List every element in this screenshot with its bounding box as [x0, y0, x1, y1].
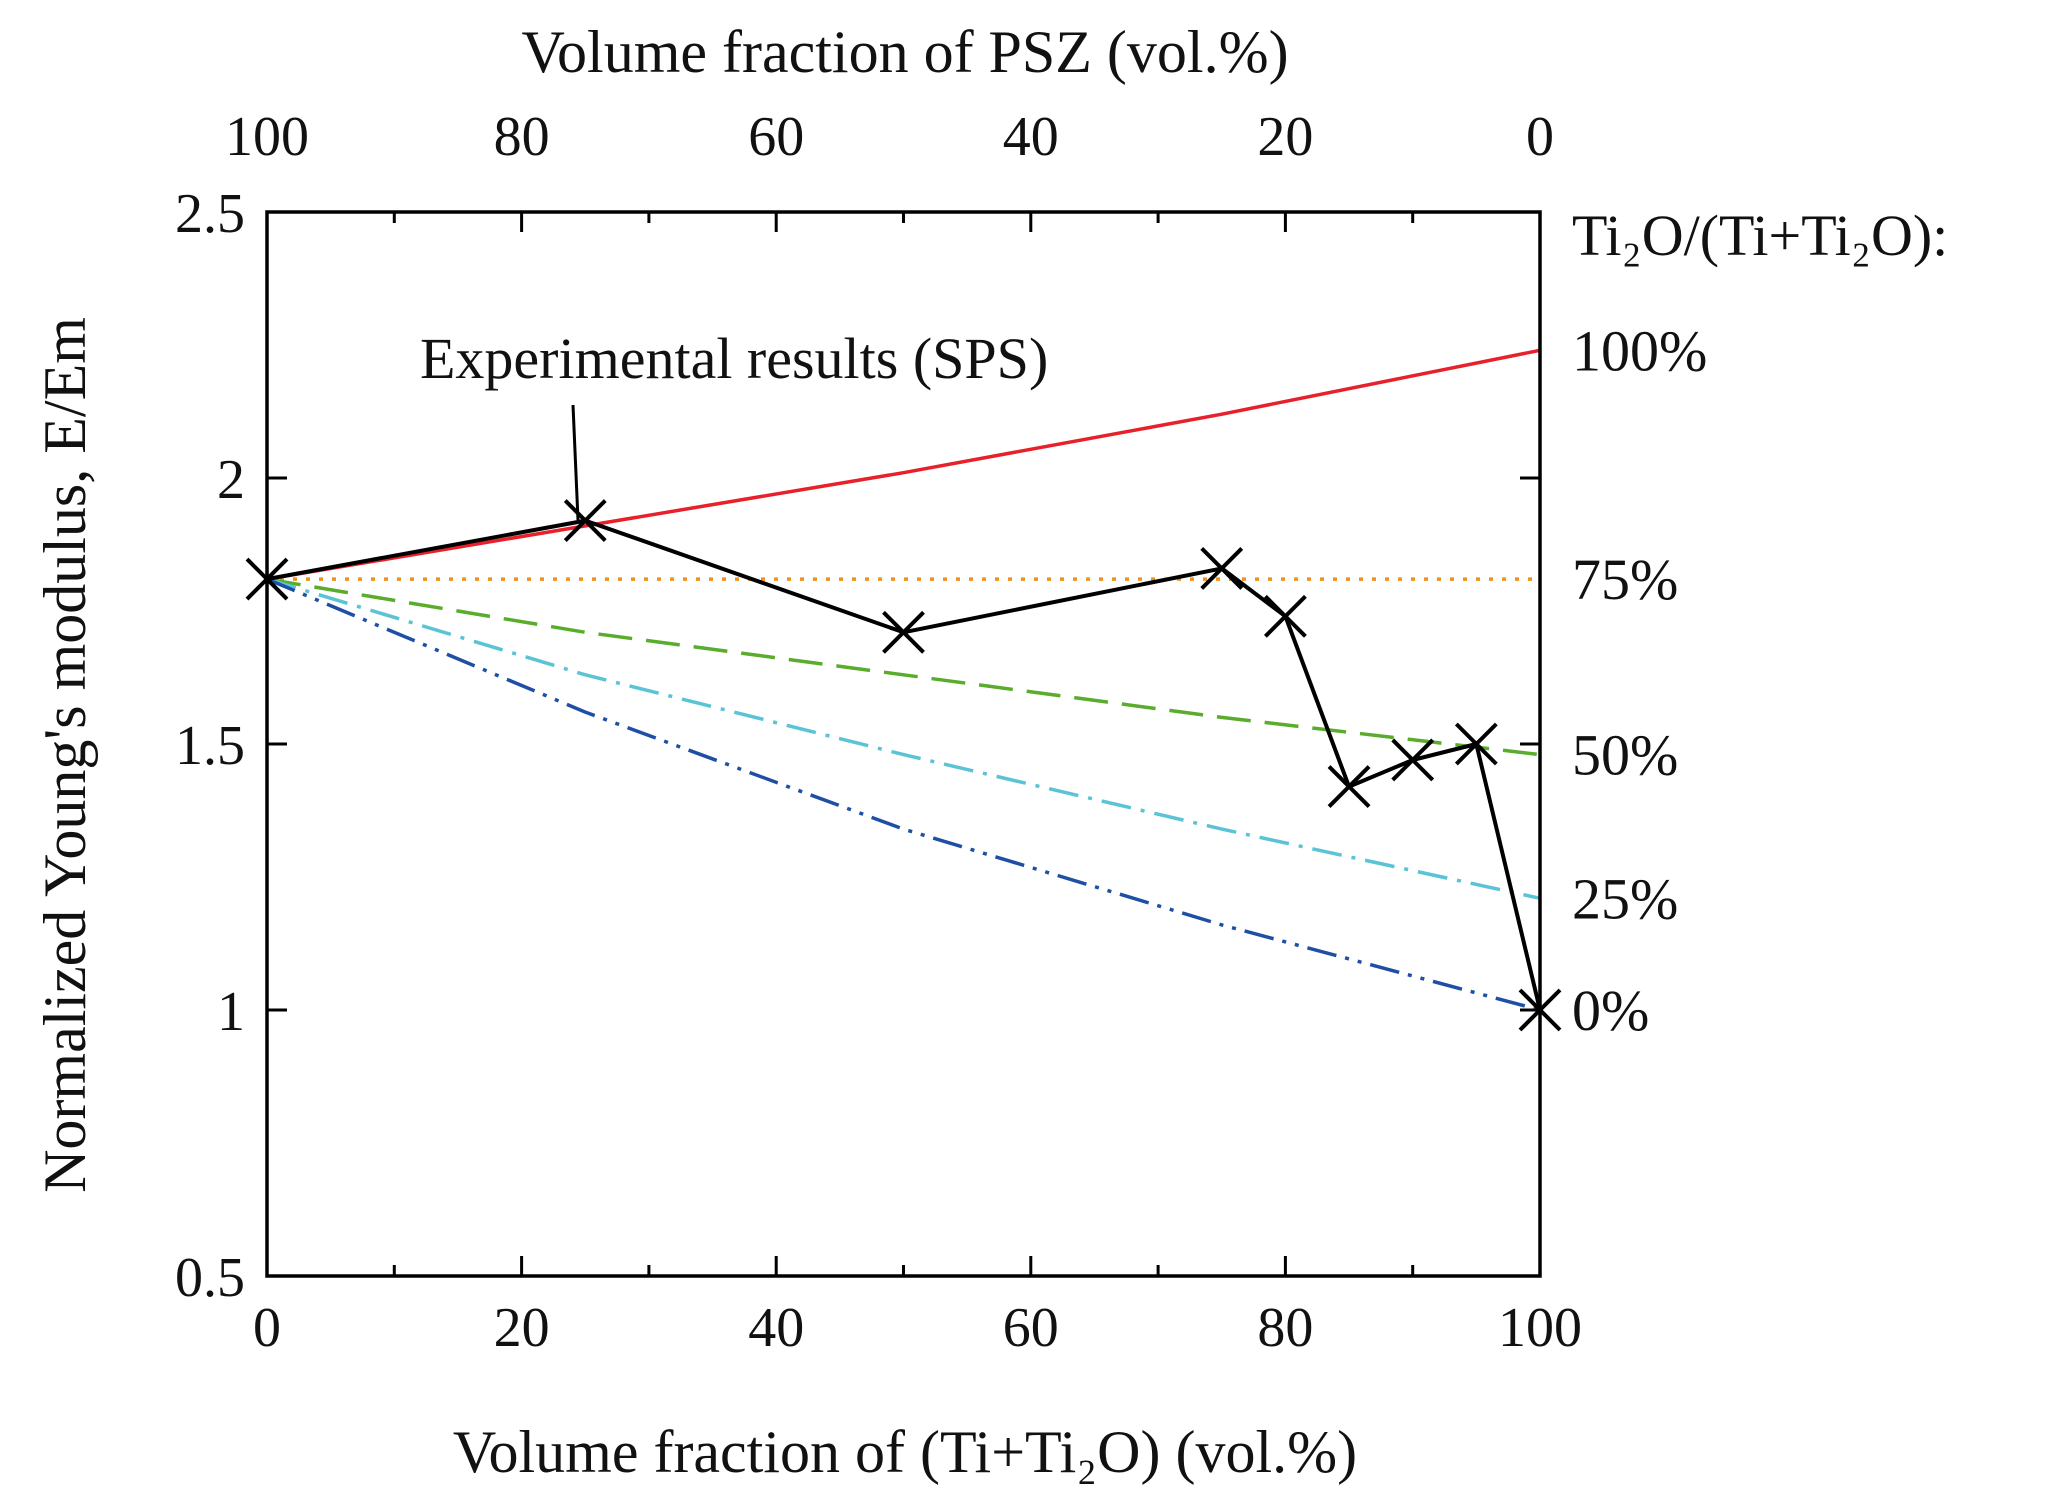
axes-layer	[265, 210, 1542, 1278]
x-tick-label: 80	[1257, 1297, 1313, 1359]
series-line-50pct	[266, 577, 1541, 757]
series-line-100pct	[266, 348, 1541, 581]
x2-tick-label: 100	[225, 106, 309, 168]
y-tick-label: 2	[217, 449, 245, 511]
data-point-marker	[563, 499, 607, 542]
ratio-label-50pct: 50%	[1572, 723, 1678, 788]
data-point-marker	[1454, 722, 1498, 766]
ratio-label-100pct: 100%	[1572, 318, 1707, 383]
y-tick-label: 0.5	[175, 1247, 245, 1309]
x2-tick-label: 40	[1003, 106, 1059, 168]
series-line-25pct	[266, 577, 1541, 901]
bottom-axis-title: Volume fraction of (Ti+Ti₂O) (vol.%)	[453, 1419, 1357, 1485]
label-layer: Volume fraction of PSZ (vol.%) Volume fr…	[32, 19, 1948, 1485]
x-tick-label: 100	[1498, 1297, 1582, 1359]
data-point-marker	[1327, 765, 1371, 808]
y-tick-label: 1.5	[175, 715, 245, 777]
y-tick-label: 1	[217, 981, 245, 1043]
x2-tick-label: 0	[1526, 106, 1554, 168]
x-tick-label: 60	[1003, 1297, 1059, 1359]
data-point-marker	[882, 610, 925, 654]
x2-tick-label: 60	[748, 106, 804, 168]
experimental-annotation: Experimental results (SPS)	[420, 326, 1048, 391]
series-line-0pct	[266, 577, 1541, 1012]
x-tick-label: 20	[494, 1297, 550, 1359]
top-axis-title: Volume fraction of PSZ (vol.%)	[521, 19, 1288, 85]
x-tick-label: 40	[748, 1297, 804, 1359]
x2-tick-label: 20	[1257, 106, 1313, 168]
data-point-marker	[1391, 738, 1435, 782]
y-axis-title: Normalized Young's modulus, E/Em	[32, 317, 98, 1193]
marker-layer	[245, 499, 1562, 1032]
ratio-legend-title: Ti₂O/(Ti+Ti₂O):	[1572, 203, 1948, 268]
ratio-label-0pct: 0%	[1572, 978, 1649, 1043]
data-point-marker	[1263, 594, 1307, 638]
data-point-marker	[1200, 547, 1244, 590]
annotation-arrow	[571, 404, 580, 521]
x2-tick-label: 80	[494, 106, 550, 168]
series-line-experimental	[266, 518, 1542, 1011]
y-tick-label: 2.5	[175, 183, 245, 245]
x-tick-label: 0	[253, 1297, 281, 1359]
ratio-label-25pct: 25%	[1572, 866, 1678, 931]
series-layer	[266, 348, 1542, 1012]
ratio-label-75pct: 75%	[1572, 547, 1678, 612]
